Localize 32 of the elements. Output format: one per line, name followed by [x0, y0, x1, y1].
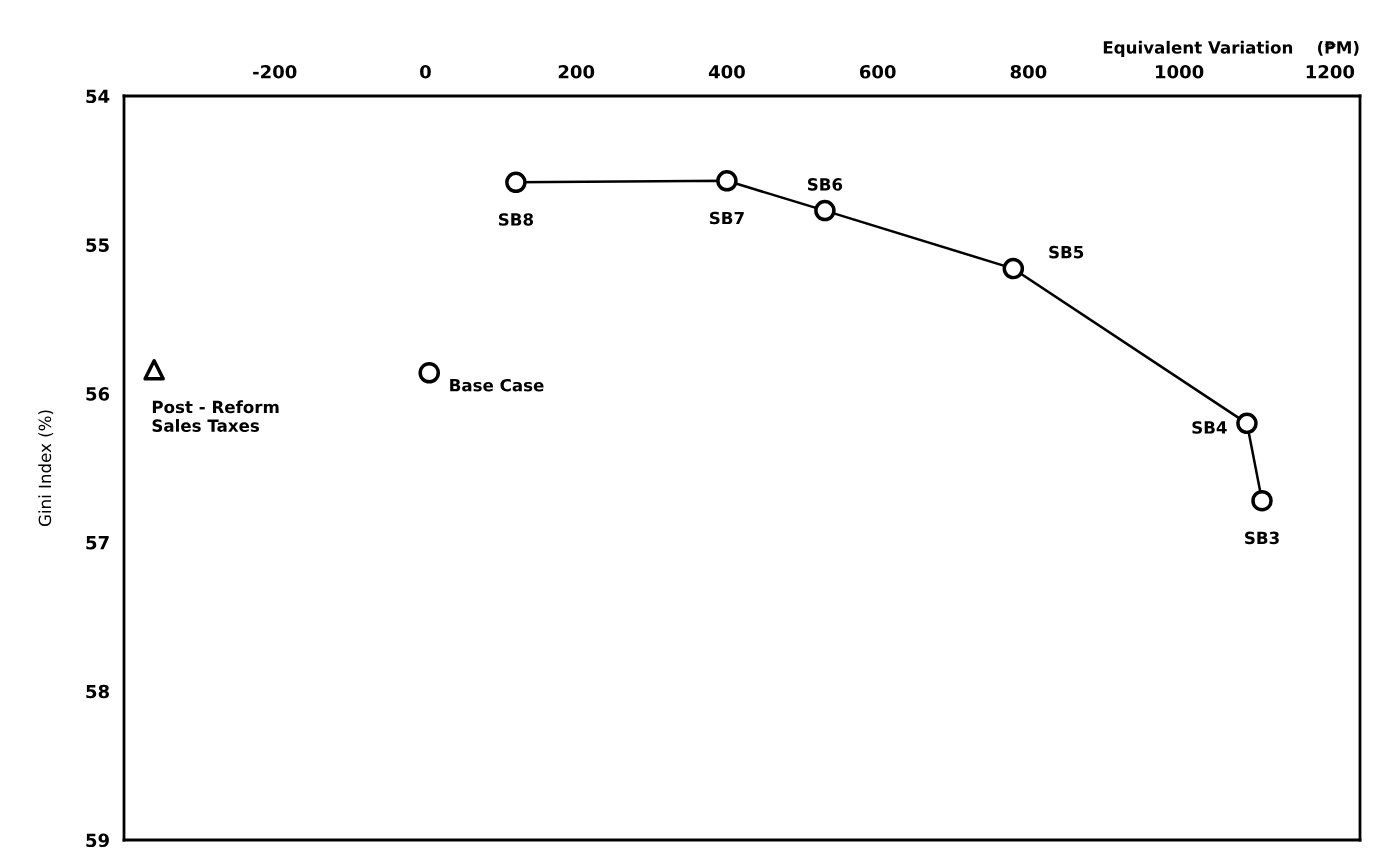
y-tick-label: 59: [86, 833, 109, 848]
annotation: SB3: [1245, 531, 1279, 545]
y-axis-title: Gini Index (%): [38, 410, 54, 527]
x-tick-label: 1200: [1306, 64, 1355, 79]
annotation: SB4: [1192, 421, 1227, 434]
annotation: SB8: [498, 213, 534, 226]
point: [1236, 412, 1258, 435]
point: [716, 170, 738, 192]
y-tick-label: 57: [86, 536, 109, 550]
annotation: Base Case: [450, 378, 544, 392]
point: [1251, 489, 1273, 512]
x-tick-label: 200: [558, 64, 595, 79]
y-tick-label: 54: [86, 89, 110, 104]
point: [814, 199, 836, 222]
x-tick-label: 1000: [1156, 64, 1204, 79]
point: [1002, 257, 1025, 280]
y-tick-label: 56: [86, 387, 110, 401]
y-tick-label: 58: [86, 684, 109, 699]
point: [505, 171, 527, 194]
x-tick-label: -200: [253, 64, 297, 79]
x-tick-label: 0: [420, 64, 431, 79]
point: [143, 359, 165, 381]
annotation: SB7: [709, 211, 744, 225]
x-axis-title: Equivalent Variation (₱M): [1103, 40, 1359, 57]
x-tick-label: 800: [1010, 64, 1047, 79]
annotation: Post - Reform Sales Taxes: [152, 400, 279, 432]
annotation: SB5: [1049, 245, 1084, 259]
point: [418, 361, 441, 384]
annotation: SB6: [807, 178, 843, 191]
x-tick-label: 400: [708, 64, 745, 79]
y-tick-label: 55: [86, 238, 109, 252]
x-tick-label: 600: [859, 64, 896, 79]
